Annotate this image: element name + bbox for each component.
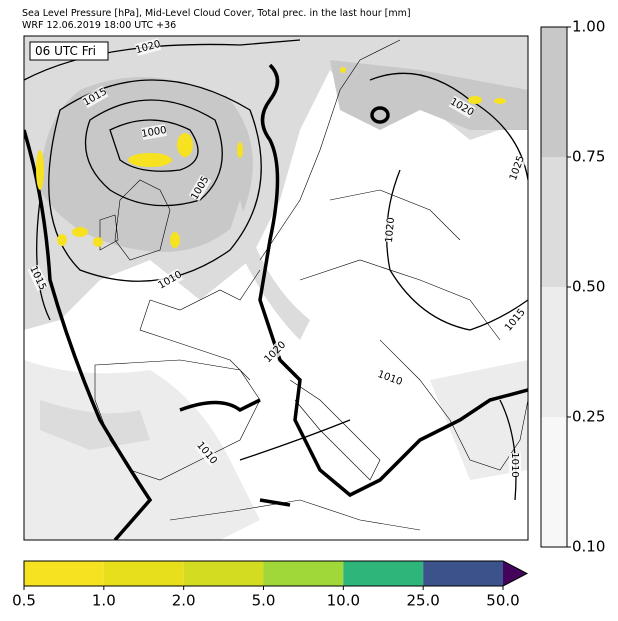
precip-color-segment	[24, 561, 104, 586]
isobar-label: 1010	[509, 452, 520, 477]
cloud-color-segment	[541, 287, 567, 417]
isobar-label-bg	[134, 38, 162, 56]
cloud-tick-label: 0.25	[572, 408, 605, 426]
cloud-tick-label: 1.00	[572, 18, 605, 36]
thick-isobars	[24, 63, 528, 540]
isobar-label: 1000	[141, 125, 168, 140]
isobar-label-bg	[448, 95, 476, 119]
isobar-label-bg	[81, 85, 109, 109]
isobar-label-bg	[141, 124, 167, 140]
isobar-label-bg	[194, 439, 220, 467]
isobar-label-bg	[27, 264, 49, 292]
precip-color-segment	[263, 561, 344, 586]
time-label: 06 UTC Fri	[35, 44, 96, 58]
precip-tick-label: 25.0	[406, 592, 439, 610]
precip-tick-label: 50.0	[486, 592, 519, 610]
isobar-label-bg	[156, 268, 184, 292]
isobar-label-bg	[376, 368, 404, 388]
precip-tick-label: 2.0	[172, 592, 196, 610]
isobar-label-bg	[382, 217, 398, 243]
subtitle: WRF 12.06.2019 18:00 UTC +36	[22, 20, 176, 31]
precipitation	[36, 67, 506, 248]
cloud-tick-label: 0.10	[572, 538, 605, 556]
isobar-label-bg	[507, 154, 527, 182]
cloud-tick-label: 0.75	[572, 148, 605, 166]
isobar-label-bg	[502, 306, 528, 334]
isobar-label-bg	[509, 453, 521, 477]
precip-colorbar-frame	[23, 560, 529, 587]
cloud-color-segment	[541, 157, 567, 287]
precip-color-segment	[183, 561, 264, 586]
precip-tick-label: 10.0	[327, 592, 360, 610]
precip-color-segment	[423, 561, 503, 586]
time-box	[29, 41, 109, 61]
precip-tick-label: 1.0	[92, 592, 116, 610]
cloud-color-segment	[541, 417, 567, 547]
cloud-color-segment	[541, 27, 567, 157]
map: 1020101510001005101010151020102510201015…	[23, 35, 529, 541]
title: Sea Level Pressure [hPa], Mid-Level Clou…	[22, 8, 411, 19]
isobar-label-bg	[188, 174, 212, 202]
precip-tick-label: 5.0	[252, 592, 276, 610]
cloud-tick-label: 0.50	[572, 278, 605, 296]
precip-color-segment	[343, 561, 424, 586]
precip-extend	[503, 561, 527, 586]
map-frame	[23, 35, 529, 541]
precip-colorbar: 0.5 1.0 2.0 5.0 10.0 25.0 50.0	[12, 560, 529, 610]
precip-color-segment	[103, 561, 184, 586]
precip-tick-label: 0.5	[12, 592, 36, 610]
cloud-colorbar: 0.10 0.25 0.50 0.75 1.00	[540, 18, 605, 556]
isobar-label-bg	[262, 339, 288, 365]
isobar-label: 1020	[384, 217, 397, 243]
